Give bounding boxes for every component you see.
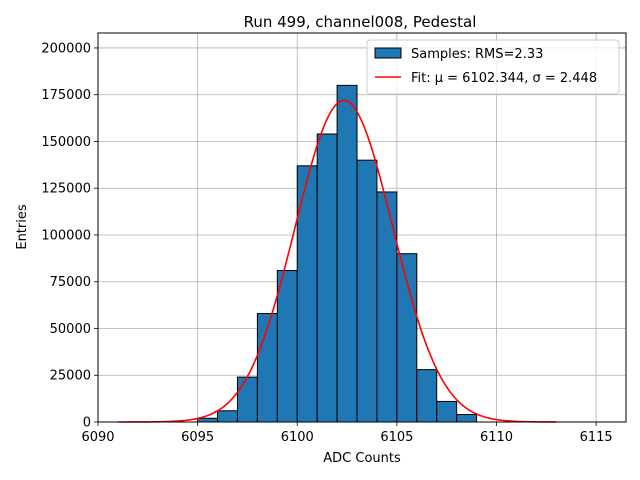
y-tick-label: 50000 — [50, 322, 91, 337]
y-tick-label: 100000 — [41, 228, 91, 243]
grid-lines — [97, 33, 626, 423]
legend-label-fit: Fit: μ = 6102.344, σ = 2.448 — [411, 71, 597, 86]
histogram-bar — [236, 376, 258, 423]
x-tick-label: 6090 — [81, 430, 114, 445]
chart-title: Run 499, channel008, Pedestal — [244, 13, 477, 31]
x-tick-label: 6095 — [181, 430, 214, 445]
y-tick-label: 75000 — [50, 275, 91, 290]
y-tick-label: 25000 — [50, 369, 91, 384]
histogram-bars — [197, 84, 478, 423]
x-tick-label: 6115 — [580, 430, 613, 445]
y-axis-ticks: 0 25000 50000 75000 100000 125000 150000 175000… — [41, 41, 98, 431]
legend: Samples: RMS=2.33 Fit: μ = 6102.344, σ =… — [366, 39, 620, 95]
y-tick-label: 175000 — [41, 88, 91, 103]
y-tick-label: 150000 — [41, 135, 91, 150]
x-tick-label: 6110 — [480, 430, 513, 445]
x-tick-label: 6105 — [380, 430, 413, 445]
histogram-bar — [276, 270, 298, 423]
fit-curve-line — [117, 99, 557, 423]
y-axis-label: Entries — [15, 204, 30, 250]
histogram-bar — [436, 400, 458, 423]
histogram-bar — [217, 410, 238, 423]
x-tick-label: 6100 — [281, 430, 314, 445]
histogram-bar — [316, 133, 338, 423]
x-axis-label: ADC Counts — [323, 451, 401, 466]
histogram-bar — [456, 414, 478, 423]
legend-swatch-samples — [374, 47, 402, 59]
y-tick-label: 125000 — [41, 182, 91, 197]
y-tick-label: 0 — [83, 416, 91, 431]
legend-label-samples: Samples: RMS=2.33 — [411, 47, 543, 62]
plot-frame — [97, 32, 627, 423]
histogram-bar — [356, 159, 378, 423]
legend-box — [366, 39, 620, 95]
histogram-bar — [197, 417, 219, 423]
y-tick-label: 200000 — [41, 41, 91, 56]
x-axis-ticks: 6090 6095 6100 6105 6110 6115 — [81, 422, 613, 445]
histogram-bar — [416, 369, 438, 423]
histogram-bar — [376, 191, 398, 423]
histogram-bar — [336, 84, 358, 423]
